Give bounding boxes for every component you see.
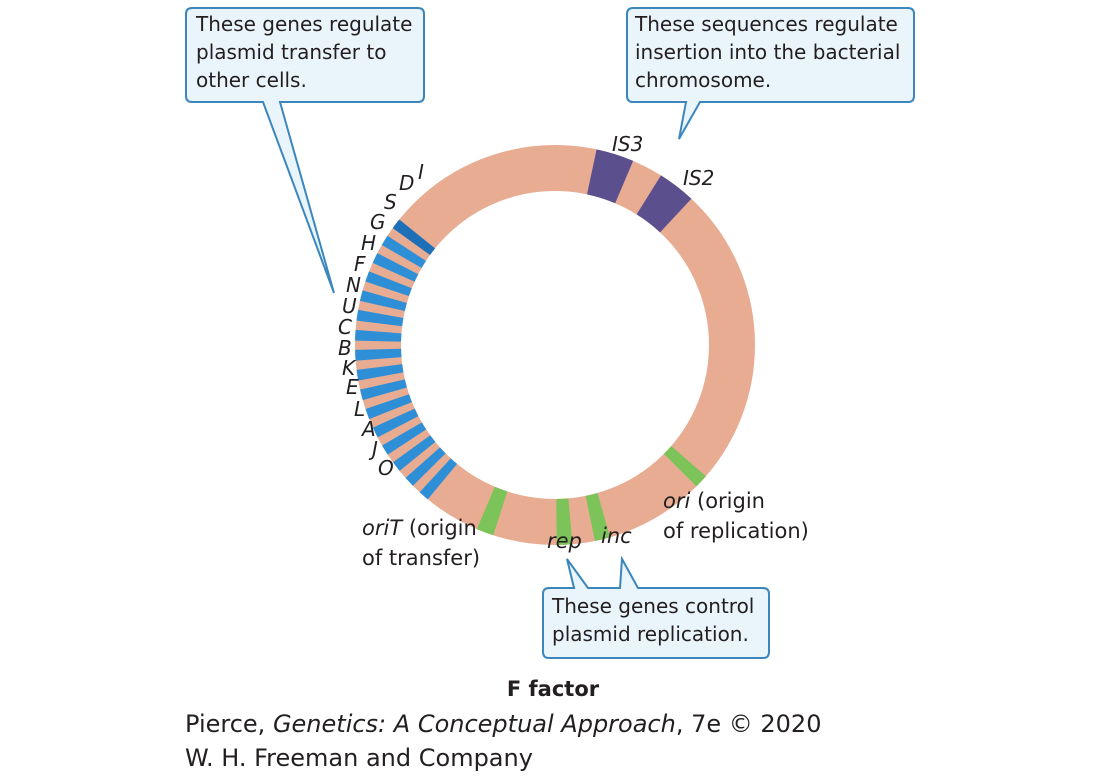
callout-replication-line-1: These genes control <box>551 594 754 618</box>
inc-band <box>585 493 611 541</box>
gene-label-H: H <box>361 231 376 255</box>
gene-label-D: D <box>399 171 414 195</box>
callout-replication-bubble <box>542 555 770 659</box>
gene-label-K: K <box>342 356 357 380</box>
tra-gene-band-O <box>392 219 436 256</box>
tra-gene-band-N <box>360 379 407 401</box>
orit-band <box>476 486 508 536</box>
gene-label-S: S <box>384 190 397 214</box>
gene-label-L: L <box>354 397 365 421</box>
inc-label: inc <box>601 524 632 548</box>
callout-insertion-line-3: chromosome. <box>635 68 771 92</box>
credit-book-title: Genetics: A Conceptual Approach <box>272 710 676 738</box>
diagram-title: F factor <box>507 677 600 701</box>
tra-gene-band-C <box>355 348 402 361</box>
gene-label-G: G <box>370 210 386 234</box>
orit-label: oriT (origin <box>362 516 477 540</box>
callout-insertion-line-2: insertion into the bacterial <box>635 40 900 64</box>
callout-transfer-line-1: These genes regulate <box>195 12 412 36</box>
tra-gene-band-D <box>405 447 446 486</box>
credit-line-2: W. H. Freeman and Company <box>185 744 533 772</box>
is2-band <box>636 175 692 233</box>
credit-edition: , 7e © 2020 <box>675 710 822 738</box>
gene-label-B: B <box>338 336 352 360</box>
callout-transfer-line-3: other cells. <box>196 68 307 92</box>
callout-insertion-bubble <box>626 7 915 140</box>
ori-band <box>663 446 706 487</box>
credit-author: Pierce, <box>185 710 273 738</box>
ori-desc-1: (origin <box>690 489 765 513</box>
tra-gene-band-H <box>372 408 419 438</box>
callout-transfer: These genes regulate plasmid transfer to… <box>185 7 425 294</box>
tra-gene-band-K <box>356 309 404 327</box>
orit-name: oriT <box>362 516 404 540</box>
callout-insertion: These sequences regulate insertion into … <box>626 7 915 140</box>
callout-replication-line-2: plasmid replication. <box>552 622 749 646</box>
gene-label-J: J <box>368 437 378 461</box>
gene-label-A: A <box>360 417 376 441</box>
gene-label-I: I <box>418 160 424 184</box>
orit-desc-2: of transfer) <box>362 546 480 570</box>
ori-name: ori <box>663 489 690 513</box>
tra-gene-band-I <box>419 458 458 500</box>
gene-label-F: F <box>354 252 366 276</box>
tra-gene-band-J <box>381 235 426 268</box>
orit-desc-1: (origin <box>402 516 477 540</box>
callout-replication: These genes control plasmid replication. <box>542 555 770 659</box>
tra-gene-band-G <box>382 422 427 455</box>
tra-gene-band-E <box>359 290 407 312</box>
plasmid-ring <box>355 145 755 545</box>
rep-band <box>556 498 573 545</box>
is2-label: IS2 <box>683 166 714 190</box>
gene-label-E: E <box>346 375 359 399</box>
tra-gene-band-A <box>372 253 419 282</box>
tra-gene-band-B <box>355 329 402 342</box>
credit-line-1: Pierce, Genetics: A Conceptual Approach,… <box>185 710 821 738</box>
tra-gene-labels: I D S G H F N U C B K E L A J O <box>338 160 424 480</box>
gene-label-N: N <box>346 273 361 297</box>
is3-label: IS3 <box>612 132 643 156</box>
tra-gene-band-S <box>392 435 436 471</box>
ori-label: ori (origin <box>663 489 765 513</box>
gene-label-C: C <box>338 315 352 339</box>
ori-desc-2: of replication) <box>663 519 809 543</box>
tra-gene-band-F <box>365 394 412 420</box>
tra-gene-band-L <box>365 271 412 297</box>
callout-transfer-line-2: plasmid transfer to <box>196 40 386 64</box>
callout-insertion-line-1: These sequences regulate <box>634 12 898 36</box>
rep-label: rep <box>547 529 582 553</box>
gene-label-O: O <box>378 456 394 480</box>
gene-label-U: U <box>342 294 357 318</box>
is3-band <box>587 149 634 204</box>
gene-bands <box>355 149 706 545</box>
callout-transfer-bubble <box>185 7 425 294</box>
tra-gene-band-U <box>356 364 404 381</box>
